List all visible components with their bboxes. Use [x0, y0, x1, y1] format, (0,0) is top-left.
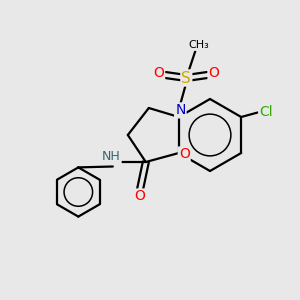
Text: O: O — [179, 148, 190, 161]
Text: O: O — [134, 190, 145, 203]
Text: O: O — [153, 66, 164, 80]
Text: NH: NH — [102, 150, 121, 163]
Text: Cl: Cl — [259, 106, 273, 119]
Text: CH₃: CH₃ — [188, 40, 209, 50]
Text: O: O — [208, 66, 219, 80]
Text: S: S — [182, 70, 191, 86]
Text: N: N — [175, 103, 185, 117]
